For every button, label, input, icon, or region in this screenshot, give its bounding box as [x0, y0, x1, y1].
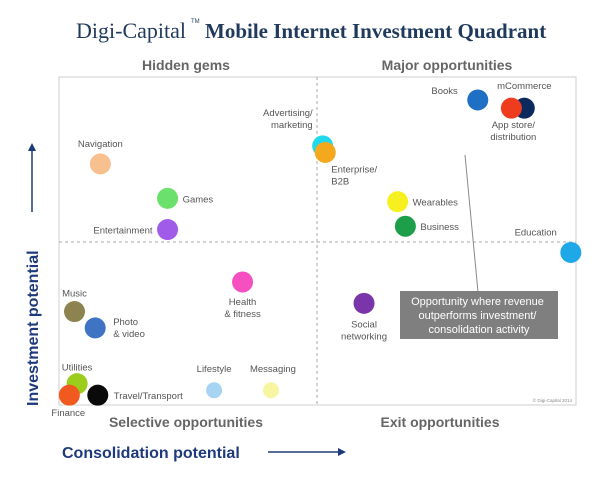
quadrant-label-selective-opportunities: Selective opportunities: [109, 414, 263, 430]
label-wearables: Wearables: [413, 198, 458, 209]
label-line: App store/: [492, 120, 536, 131]
label-line: Education: [515, 227, 557, 238]
y-axis-arrowhead: [28, 143, 36, 151]
label-line: mCommerce: [497, 81, 551, 92]
label-line: & video: [113, 329, 145, 340]
point-messaging: [262, 382, 279, 399]
points-layer: [58, 89, 582, 406]
quadrant-label-hidden-gems: Hidden gems: [142, 57, 230, 73]
label-finance: Finance: [51, 408, 85, 419]
label-messaging: Messaging: [250, 364, 296, 375]
point-finance: [58, 384, 80, 406]
label-line: Lifestyle: [197, 364, 232, 375]
callout-line-3: consolidation activity: [429, 324, 530, 336]
x-axis-arrowhead: [338, 448, 346, 456]
label-education: Education: [515, 227, 557, 238]
x-axis-title: Consolidation potential: [62, 445, 240, 462]
label-health-fitness: Health & fitness: [224, 297, 261, 320]
label-line: Wearables: [413, 198, 458, 209]
label-line: Travel/Transport: [114, 391, 183, 402]
label-line: marketing: [271, 120, 313, 131]
label-business: Business: [420, 222, 459, 233]
point-travel-transport: [87, 384, 109, 406]
label-social-networking: Social networking: [341, 319, 387, 342]
point-app-store-distribution: [500, 97, 522, 119]
label-line: Business: [420, 222, 459, 233]
point-business: [394, 215, 416, 237]
point-lifestyle: [206, 382, 223, 399]
point-health-fitness: [232, 271, 254, 293]
callout-line-1: Opportunity where revenue: [411, 296, 544, 308]
brand-trademark: TM: [191, 19, 200, 25]
copyright: © Digi-Capital 2014: [533, 397, 573, 403]
label-line: Music: [62, 289, 87, 300]
point-games: [157, 187, 179, 209]
label-line: distribution: [490, 132, 536, 143]
label-music: Music: [62, 289, 87, 300]
point-photo-video: [84, 317, 106, 339]
callout-box: [400, 291, 558, 339]
quadrant-label-exit-opportunities: Exit opportunities: [381, 414, 500, 430]
label-line: Navigation: [78, 139, 123, 150]
label-line: Photo: [113, 317, 138, 328]
point-social-networking: [353, 292, 375, 314]
label-navigation: Navigation: [78, 139, 123, 150]
point-books: [467, 89, 489, 111]
label-line: B2B: [331, 176, 349, 187]
label-line: Enterprise/: [331, 164, 377, 175]
label-utilities: Utilities: [62, 363, 93, 374]
label-line: Games: [183, 194, 214, 205]
point-wearables: [387, 191, 409, 213]
label-entertainment: Entertainment: [93, 226, 153, 237]
label-line: Books: [431, 86, 458, 97]
label-line: Finance: [51, 408, 85, 419]
y-axis-title: Investment potential: [25, 250, 42, 406]
labels-layer: Books mCommerce App store/distribution Adve…: [51, 81, 556, 419]
callout-line-2: outperforms investment/: [418, 310, 537, 322]
label-travel-transport: Travel/Transport: [114, 391, 183, 402]
brand-name: Digi-Capital: [76, 18, 186, 43]
point-entertainment: [157, 219, 179, 241]
label-photo-video: Photo & video: [113, 317, 145, 340]
callout-text: Opportunity where revenue outperforms in…: [411, 296, 547, 336]
point-enterprise-b2b: [314, 141, 336, 163]
label-line: Social: [351, 319, 377, 330]
label-line: Utilities: [62, 363, 93, 374]
label-enterprise-b2b: Enterprise/B2B: [331, 164, 377, 187]
label-line: Messaging: [250, 364, 296, 375]
point-navigation: [89, 153, 111, 175]
label-line: & fitness: [224, 309, 261, 320]
label-books: Books: [431, 86, 458, 97]
label-mcommerce: mCommerce: [497, 81, 551, 92]
chart-title: Mobile Internet Investment Quadrant: [205, 19, 546, 43]
label-games: Games: [183, 194, 214, 205]
point-music: [64, 301, 86, 323]
label-advertising-marketing: Advertising/marketing: [263, 108, 313, 131]
label-line: Health: [229, 297, 256, 308]
quadrant-label-major-opportunities: Major opportunities: [382, 57, 513, 73]
label-line: Entertainment: [93, 226, 153, 237]
label-lifestyle: Lifestyle: [197, 364, 232, 375]
callout-pointer: [464, 154, 479, 293]
label-line: Advertising/: [263, 108, 313, 119]
label-line: networking: [341, 331, 387, 342]
point-education: [560, 241, 582, 263]
label-app-store-distribution: App store/distribution: [490, 120, 536, 143]
